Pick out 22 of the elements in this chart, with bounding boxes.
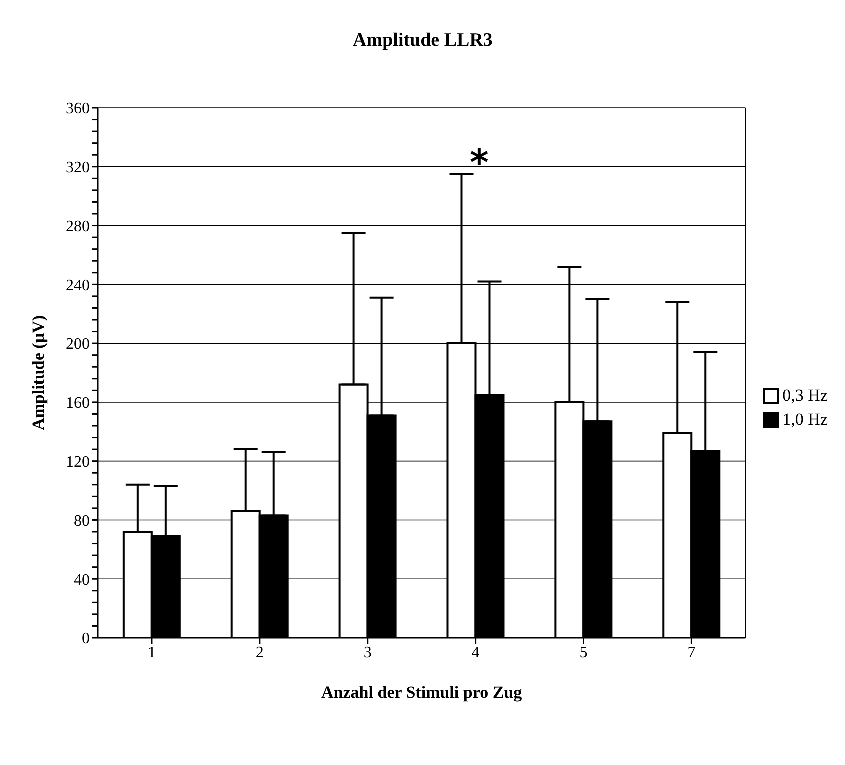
legend-label: 1,0 Hz (782, 410, 828, 430)
y-tick-label: 160 (66, 395, 90, 412)
legend-label: 0,3 Hz (782, 386, 828, 406)
y-axis-title: Amplitude (µV) (29, 315, 48, 431)
x-tick-label: 1 (148, 644, 156, 662)
y-tick-label: 40 (74, 572, 90, 589)
x-tick-label: 3 (364, 644, 372, 662)
y-tick-label: 200 (66, 336, 90, 354)
y-tick-label: 280 (66, 218, 90, 236)
x-tick-label: 2 (256, 644, 264, 662)
x-tick-label: 5 (580, 644, 588, 662)
x-axis-title: Anzahl der Stimuli pro Zug (322, 683, 523, 702)
y-tick-label: 80 (74, 512, 90, 530)
y-tick-label: 240 (66, 277, 90, 294)
x-tick-label: 7 (688, 644, 696, 662)
y-tick-label: 0 (82, 630, 90, 648)
x-tick-label: 4 (472, 644, 480, 662)
chart-title: Amplitude LLR3 (352, 30, 494, 52)
annotation: * (470, 143, 489, 184)
y-tick-label: 360 (66, 100, 90, 118)
y-tick-label: 120 (66, 454, 90, 472)
y-tick-label: 320 (66, 160, 90, 177)
